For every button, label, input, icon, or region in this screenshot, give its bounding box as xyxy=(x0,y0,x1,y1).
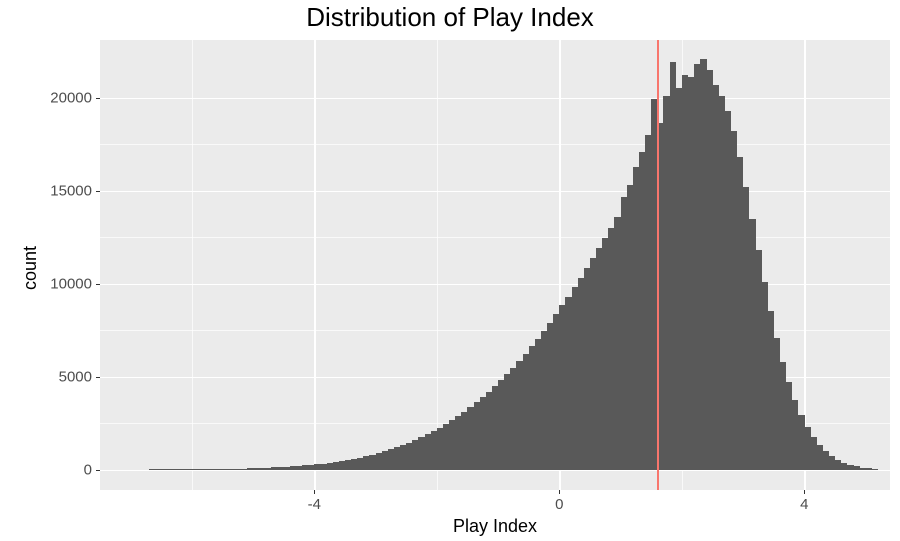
y-tick-label: 10000 xyxy=(50,275,92,292)
gridline-v-minor xyxy=(192,40,193,490)
chart-title: Distribution of Play Index xyxy=(0,2,900,33)
y-tick-label: 20000 xyxy=(50,89,92,106)
y-tick-label: 5000 xyxy=(59,368,92,385)
histogram-bar xyxy=(872,469,878,470)
gridline-v xyxy=(314,40,316,490)
y-tickmark xyxy=(96,191,100,192)
y-tickmark xyxy=(96,98,100,99)
gridline-v-minor xyxy=(437,40,438,490)
gridline-h xyxy=(100,191,890,193)
y-tickmark xyxy=(96,377,100,378)
reference-vline xyxy=(657,40,659,490)
gridline-h-minor xyxy=(100,144,890,145)
x-tick-label: -4 xyxy=(308,496,321,513)
x-tick-label: 4 xyxy=(800,496,808,513)
x-axis-label: Play Index xyxy=(100,516,890,537)
plot-panel: 05000100001500020000-404 xyxy=(100,40,890,490)
y-tick-label: 0 xyxy=(84,461,92,478)
x-tickmark xyxy=(804,490,805,494)
gridline-h-minor xyxy=(100,237,890,238)
x-tickmark xyxy=(314,490,315,494)
x-tick-label: 0 xyxy=(555,496,563,513)
gridline-h xyxy=(100,98,890,100)
y-axis-label: count xyxy=(20,246,41,290)
histogram-chart: Distribution of Play Index 0500010000150… xyxy=(0,0,900,541)
gridline-h xyxy=(100,470,890,472)
gridline-h xyxy=(100,284,890,286)
y-tickmark xyxy=(96,284,100,285)
y-tickmark xyxy=(96,470,100,471)
y-tick-label: 15000 xyxy=(50,182,92,199)
x-tickmark xyxy=(559,490,560,494)
